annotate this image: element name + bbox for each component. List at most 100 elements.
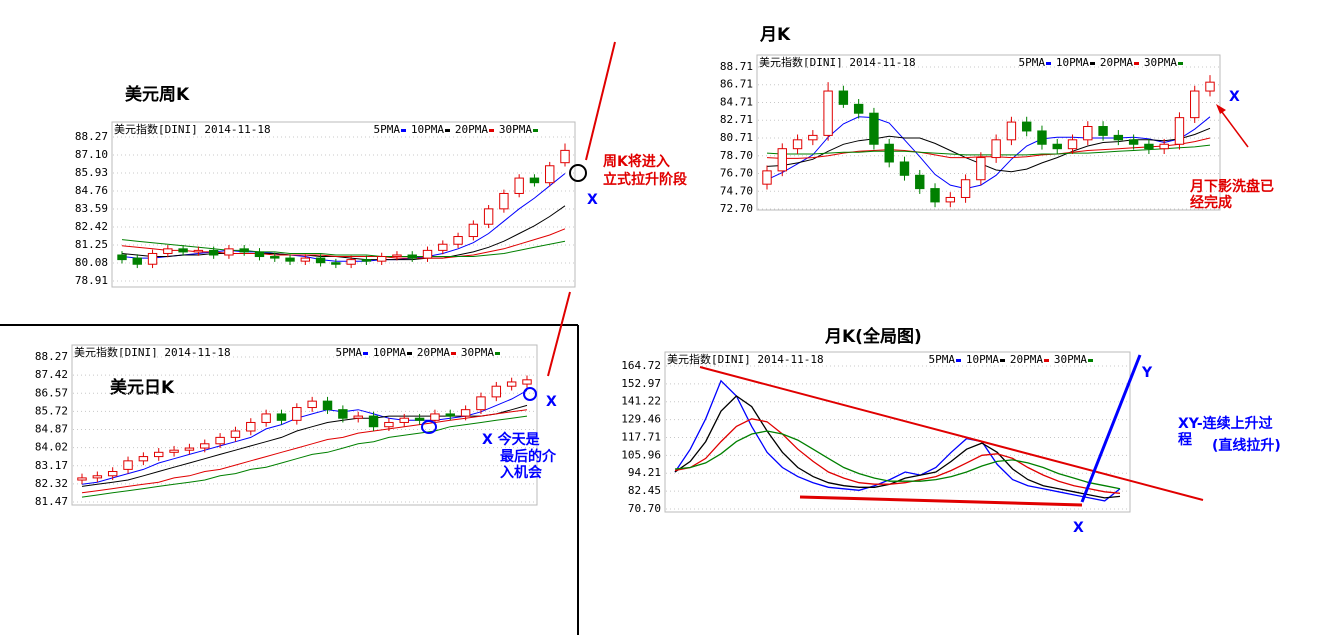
- marker-circle: [569, 164, 587, 182]
- y-tick-label: 88.71: [720, 60, 753, 73]
- legend-swatch: [363, 352, 368, 355]
- annotation: X: [587, 192, 598, 208]
- candle-body: [1205, 81, 1215, 92]
- legend-swatch: [401, 129, 406, 132]
- ma-line: [674, 379, 1121, 502]
- candle-body: [899, 161, 910, 176]
- ma-line: [81, 409, 528, 494]
- y-tick-label: 82.71: [720, 113, 753, 126]
- ma-line: [766, 137, 1211, 159]
- candle-body: [215, 436, 225, 445]
- legend-swatch: [489, 129, 494, 132]
- candle-body: [1128, 139, 1139, 145]
- ma-line: [121, 239, 566, 257]
- y-tick-label: 164.72: [621, 359, 661, 372]
- ma-line: [674, 430, 1121, 490]
- candle-body: [292, 407, 302, 421]
- chart-header: 美元指数[DINI] 2014-11-18: [759, 55, 916, 69]
- candle-body: [193, 249, 204, 253]
- y-tick-label: 84.87: [35, 423, 68, 436]
- candle-body: [1144, 143, 1154, 150]
- marker-circle: [421, 420, 437, 434]
- legend-swatch: [533, 129, 538, 132]
- y-tick-label: 85.93: [75, 166, 108, 179]
- candle-body: [123, 460, 133, 470]
- candle-body: [1190, 90, 1200, 119]
- candle-body: [184, 447, 195, 451]
- y-tick-label: 83.17: [35, 459, 68, 472]
- legend-swatch: [1134, 62, 1139, 65]
- ma-line: [674, 418, 1121, 494]
- candle-body: [353, 415, 363, 419]
- candle-body: [285, 257, 295, 262]
- candle-body: [346, 259, 356, 265]
- ma-line: [121, 205, 566, 261]
- y-tick-label: 74.70: [720, 184, 753, 197]
- candle-body: [276, 413, 287, 421]
- chart-header: 美元指数[DINI] 2014-11-18: [74, 345, 231, 359]
- candle-body: [491, 385, 502, 398]
- annotation: Y: [1141, 365, 1153, 381]
- legend-label: 20PMA: [1010, 353, 1043, 366]
- legend-label: 30PMA: [1054, 353, 1087, 366]
- candle-body: [368, 415, 379, 428]
- marker-circle: [523, 387, 537, 401]
- candle-body: [376, 256, 387, 262]
- y-tick-label: 78.70: [720, 149, 753, 162]
- legend-label: 30PMA: [1144, 56, 1177, 69]
- annotation: 最后的介: [500, 448, 557, 465]
- candle-body: [300, 257, 311, 262]
- annotation: X: [1073, 520, 1084, 536]
- chart-title: 月K(全局图): [824, 326, 922, 347]
- plot-frame: [111, 121, 576, 288]
- candle-body: [1159, 143, 1169, 150]
- candle-body: [178, 248, 188, 253]
- annotation: 经完成: [1190, 194, 1232, 211]
- y-tick-label: 84.02: [35, 441, 68, 454]
- legend-swatch: [1044, 359, 1049, 362]
- legend-swatch: [1088, 359, 1093, 362]
- candle-body: [246, 421, 256, 432]
- y-tick-label: 88.27: [35, 350, 68, 363]
- chart: 美元日K 美元指数[DINI] 2014-11-18 5PMA 10PMA 20PMA 3…: [35, 344, 538, 508]
- ma-line: [766, 144, 1211, 156]
- annotation: (直线拉升): [1212, 437, 1281, 454]
- candle-body: [315, 257, 326, 264]
- legend-label: 5PMA: [1019, 56, 1046, 69]
- candle-body: [869, 112, 879, 145]
- y-tick-label: 72.70: [720, 202, 753, 215]
- candle-body: [1098, 126, 1108, 136]
- pointer-line: [547, 291, 571, 377]
- y-tick-label: 87.10: [75, 148, 108, 161]
- pointer-line: [585, 41, 616, 161]
- candle-body: [976, 157, 986, 181]
- y-tick-label: 86.57: [35, 386, 68, 399]
- candle-body: [261, 413, 271, 423]
- candle-body: [445, 413, 455, 417]
- rise-line: [1080, 354, 1142, 503]
- legend-swatch: [1046, 62, 1051, 65]
- y-tick-label: 117.71: [621, 431, 661, 444]
- annotation: X 今天是: [482, 431, 541, 448]
- legend-label: 10PMA: [373, 346, 406, 359]
- trend-line: [699, 366, 1204, 501]
- annotation: 入机会: [500, 464, 543, 481]
- candle-body: [1052, 143, 1062, 150]
- candle-body: [460, 409, 471, 417]
- legend-label: 20PMA: [417, 346, 450, 359]
- arrow-head: [1216, 104, 1226, 114]
- y-tick-label: 82.45: [628, 484, 661, 497]
- candle-body: [930, 188, 940, 203]
- candle-body: [107, 471, 118, 477]
- candle-body: [777, 148, 787, 172]
- y-tick-label: 82.32: [35, 477, 68, 490]
- legend-label: 10PMA: [966, 353, 999, 366]
- y-tick-label: 84.76: [75, 184, 108, 197]
- candle-body: [384, 421, 394, 428]
- candle-body: [1021, 121, 1032, 132]
- candle-body: [1083, 126, 1093, 141]
- candle-body: [499, 192, 509, 210]
- candle-body: [1113, 134, 1124, 141]
- legend-label: 5PMA: [336, 346, 363, 359]
- legend-label: 20PMA: [455, 123, 488, 136]
